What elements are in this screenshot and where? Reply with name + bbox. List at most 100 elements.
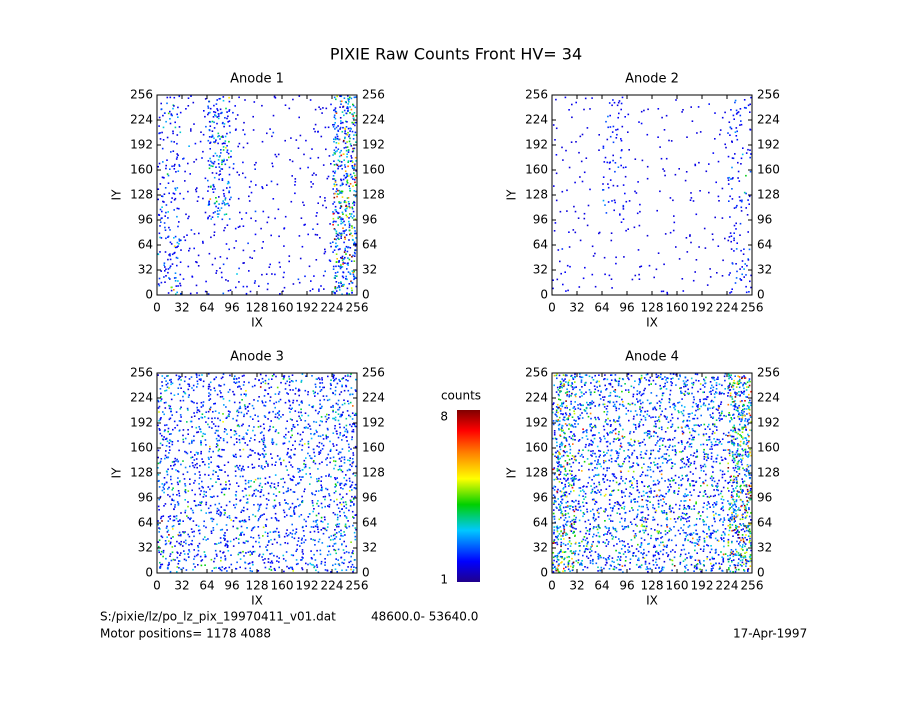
count-dot [583, 551, 586, 553]
count-dot [207, 160, 210, 162]
count-dot [291, 434, 293, 437]
count-dot [258, 441, 261, 443]
count-dot [333, 249, 336, 251]
count-dot [724, 553, 727, 555]
count-dot [336, 211, 339, 214]
count-dot [169, 258, 172, 261]
count-dot [327, 523, 329, 525]
count-dot [162, 139, 165, 141]
count-dot [581, 180, 584, 183]
count-dot [333, 185, 336, 187]
count-dot [215, 139, 217, 141]
count-dot [695, 568, 698, 570]
count-dot [288, 567, 290, 570]
count-dot [352, 498, 355, 501]
count-dot [554, 222, 557, 224]
count-dot [348, 551, 350, 554]
count-dot [346, 278, 348, 281]
count-dot [199, 555, 202, 558]
count-dot [743, 569, 745, 571]
count-dot [311, 375, 313, 377]
count-dot [736, 540, 738, 543]
count-dot [640, 525, 643, 527]
count-dot [190, 400, 193, 402]
count-dot [668, 508, 671, 510]
count-dot [643, 525, 646, 528]
count-dot [235, 498, 238, 500]
count-dot [351, 238, 354, 241]
count-dot [749, 554, 752, 556]
count-dot [219, 170, 221, 172]
count-dot [293, 509, 295, 512]
count-dot [616, 543, 618, 545]
count-dot [689, 534, 692, 536]
count-dot [648, 542, 650, 545]
count-dot [253, 164, 256, 166]
count-dot [615, 549, 617, 552]
y-tick-label: 0 [145, 566, 153, 580]
count-dot [157, 188, 160, 190]
count-dot [189, 420, 192, 423]
count-dot [744, 536, 746, 539]
count-dot [341, 111, 344, 113]
count-dot [736, 529, 739, 532]
count-dot [348, 239, 350, 241]
count-dot [649, 567, 652, 570]
count-dot [553, 531, 555, 534]
count-dot [208, 100, 210, 103]
count-dot [345, 424, 348, 427]
count-dot [172, 487, 174, 489]
count-dot [334, 389, 337, 392]
count-dot [638, 566, 640, 568]
count-dot [341, 168, 343, 170]
count-dot [243, 469, 245, 471]
count-dot [242, 436, 245, 438]
count-dot [652, 516, 655, 519]
count-dot [268, 476, 271, 478]
count-dot [740, 524, 742, 527]
count-dot [351, 465, 353, 468]
count-dot [204, 564, 206, 566]
count-dot [336, 164, 339, 166]
count-dot [691, 555, 693, 558]
count-dot [217, 163, 220, 165]
count-dot [562, 535, 564, 537]
count-dot [646, 133, 649, 136]
count-dot [170, 286, 173, 289]
count-dot [582, 538, 585, 541]
count-dot [571, 526, 574, 529]
count-dot [716, 539, 719, 542]
count-dot [228, 204, 230, 207]
count-dot [640, 505, 643, 508]
count-dot [740, 249, 742, 252]
count-dot [694, 565, 696, 567]
count-dot [692, 537, 694, 540]
count-dot [338, 451, 341, 453]
count-dot [289, 477, 292, 480]
count-dot [216, 443, 218, 445]
count-dot [351, 563, 354, 566]
count-dot [714, 138, 716, 140]
count-dot [168, 387, 170, 389]
count-dot [182, 278, 185, 280]
count-dot [165, 237, 167, 240]
count-dot [342, 271, 345, 274]
count-dot [352, 147, 354, 150]
count-dot [745, 525, 748, 527]
count-dot [598, 556, 600, 559]
count-dot [177, 504, 180, 506]
count-dot [204, 473, 206, 476]
count-dot [680, 527, 682, 529]
count-dot [682, 290, 685, 292]
count-dot [564, 551, 567, 553]
count-dot [165, 380, 167, 382]
count-dot [253, 550, 256, 553]
count-dot [263, 404, 265, 407]
count-dot [252, 129, 255, 131]
count-dot [302, 557, 304, 559]
count-dot [734, 567, 737, 569]
count-dot [236, 414, 239, 417]
count-dot [618, 568, 620, 571]
count-dot [159, 432, 162, 435]
count-dot [591, 545, 593, 547]
